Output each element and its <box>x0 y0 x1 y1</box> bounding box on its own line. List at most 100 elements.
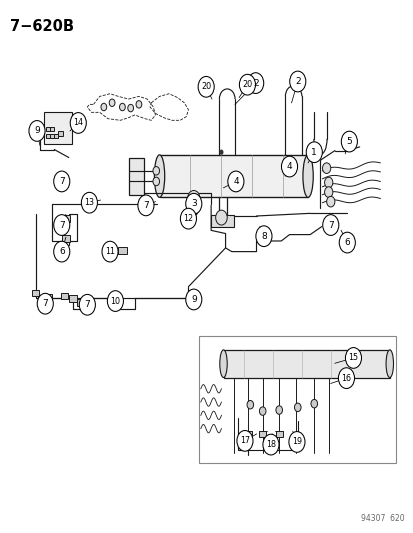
Circle shape <box>79 294 95 315</box>
Circle shape <box>324 177 332 188</box>
Circle shape <box>109 99 115 107</box>
Circle shape <box>337 368 354 389</box>
Bar <box>77 300 85 306</box>
Circle shape <box>128 104 133 112</box>
Circle shape <box>247 72 263 93</box>
Text: 17: 17 <box>239 437 249 446</box>
Text: 9: 9 <box>190 295 196 304</box>
Text: 7: 7 <box>143 201 148 210</box>
Circle shape <box>189 205 197 216</box>
Bar <box>38 295 46 302</box>
Bar <box>259 431 266 437</box>
Circle shape <box>340 131 356 152</box>
Bar <box>50 127 54 132</box>
Text: 7−620B: 7−620B <box>10 19 74 34</box>
Circle shape <box>152 166 159 175</box>
Text: 14: 14 <box>73 118 83 127</box>
Text: 6: 6 <box>344 238 349 247</box>
Bar <box>223 350 389 377</box>
Text: 3: 3 <box>190 199 196 208</box>
Circle shape <box>198 76 214 97</box>
Bar <box>44 294 52 301</box>
Circle shape <box>239 74 255 95</box>
Circle shape <box>326 196 334 207</box>
Ellipse shape <box>219 350 227 377</box>
Circle shape <box>262 434 278 455</box>
Circle shape <box>101 103 107 111</box>
Circle shape <box>338 232 354 253</box>
Text: 20: 20 <box>201 82 211 91</box>
Circle shape <box>227 171 243 192</box>
Text: 10: 10 <box>110 296 120 305</box>
Text: 2: 2 <box>252 78 258 87</box>
Circle shape <box>37 293 53 314</box>
Text: 4: 4 <box>286 162 292 171</box>
Circle shape <box>54 241 70 262</box>
Bar <box>69 295 77 302</box>
Ellipse shape <box>154 155 164 197</box>
Bar <box>46 134 50 139</box>
Text: 13: 13 <box>84 198 94 207</box>
Text: 19: 19 <box>291 438 301 447</box>
Bar <box>58 132 62 136</box>
Bar <box>54 134 58 139</box>
Circle shape <box>54 215 70 236</box>
Text: 16: 16 <box>341 374 351 383</box>
Circle shape <box>119 103 125 111</box>
Circle shape <box>187 190 199 206</box>
Text: 20: 20 <box>242 80 252 89</box>
Bar <box>159 155 307 197</box>
Text: 7: 7 <box>327 221 333 230</box>
Circle shape <box>275 406 282 414</box>
Text: 9: 9 <box>34 126 40 135</box>
Bar <box>342 233 351 241</box>
Bar <box>275 431 282 437</box>
Bar <box>244 431 251 437</box>
Circle shape <box>255 226 271 247</box>
Bar <box>62 215 70 222</box>
Bar <box>62 235 70 242</box>
Circle shape <box>102 241 118 262</box>
Bar <box>61 293 68 299</box>
Circle shape <box>180 208 196 229</box>
Circle shape <box>236 431 252 451</box>
Circle shape <box>219 150 223 155</box>
Circle shape <box>344 348 361 368</box>
Text: 2: 2 <box>294 77 300 86</box>
Text: 94307  620: 94307 620 <box>361 514 404 523</box>
Circle shape <box>247 400 253 409</box>
Text: 7: 7 <box>84 300 90 309</box>
Ellipse shape <box>302 155 313 197</box>
Text: 12: 12 <box>183 214 193 223</box>
Circle shape <box>288 432 304 453</box>
Bar <box>50 134 54 139</box>
Circle shape <box>306 142 322 163</box>
Circle shape <box>281 156 297 177</box>
Text: 15: 15 <box>348 353 358 362</box>
Bar <box>198 336 395 463</box>
Circle shape <box>310 399 317 408</box>
Text: 5: 5 <box>346 137 351 146</box>
Circle shape <box>185 289 202 310</box>
Text: 6: 6 <box>59 247 64 256</box>
Circle shape <box>259 407 266 415</box>
Circle shape <box>322 215 338 236</box>
Circle shape <box>294 403 300 411</box>
Circle shape <box>107 290 123 311</box>
Text: 4: 4 <box>233 177 238 186</box>
Text: 18: 18 <box>265 440 275 449</box>
Circle shape <box>29 120 45 141</box>
Circle shape <box>215 210 227 225</box>
Bar <box>129 158 144 195</box>
Circle shape <box>138 195 154 216</box>
Bar <box>104 247 115 256</box>
Circle shape <box>185 193 202 214</box>
Bar <box>211 215 233 227</box>
Bar <box>326 216 334 223</box>
Circle shape <box>136 101 142 108</box>
Text: 11: 11 <box>105 247 115 256</box>
Text: 7: 7 <box>42 299 48 308</box>
Text: 7: 7 <box>59 221 64 230</box>
Circle shape <box>152 177 159 185</box>
Bar <box>118 247 126 254</box>
